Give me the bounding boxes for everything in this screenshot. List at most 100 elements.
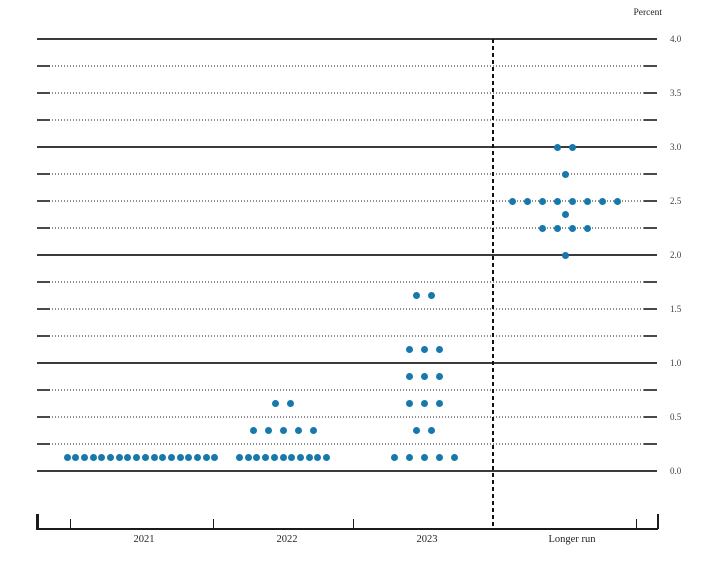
projection-dot [141, 454, 149, 461]
gridline-dotted [37, 92, 657, 94]
projection-dot [420, 373, 428, 380]
projection-dot [314, 454, 322, 461]
projection-dot [435, 454, 443, 461]
projection-dot [428, 427, 435, 434]
projection-dot [435, 400, 443, 407]
projection-dot [405, 400, 413, 407]
x-axis-tick [70, 519, 72, 528]
gridline-left-tick [37, 173, 50, 175]
projection-dot [296, 454, 304, 461]
gridline-left-tick [37, 389, 50, 391]
x-axis-left-endcap [36, 514, 39, 529]
gridline-left-tick [37, 281, 50, 283]
projection-dot [270, 454, 278, 461]
gridline-dotted [37, 65, 657, 67]
projection-dot [584, 197, 591, 205]
gridline-dotted [37, 335, 657, 337]
gridline-solid [37, 470, 657, 472]
gridline-dotted [37, 227, 657, 229]
x-axis-category-label: Longer run [548, 534, 596, 545]
gridline-right-tick [644, 443, 657, 445]
gridline-right-tick [644, 308, 657, 310]
projection-dot [264, 427, 272, 434]
projection-dot [288, 454, 296, 461]
gridline-right-tick [644, 335, 657, 337]
gridline-left-tick [37, 200, 50, 202]
projection-dot [176, 454, 184, 461]
y-axis-tick-label: 0.0 [670, 466, 682, 476]
x-axis-category-label: 2023 [416, 534, 438, 545]
projection-dot [569, 224, 576, 232]
projection-dot [98, 454, 106, 461]
projection-dot [539, 197, 546, 205]
gridline-dotted [37, 200, 657, 202]
projection-dot [554, 224, 561, 232]
projection-dot [554, 143, 561, 151]
gridline-left-tick [37, 92, 50, 94]
y-axis-tick-label: 0.5 [670, 412, 682, 422]
projection-dot [107, 454, 115, 461]
projection-dot [323, 454, 330, 461]
y-axis-tick-label: 1.5 [670, 304, 682, 314]
projection-dot [309, 427, 317, 434]
gridline-solid [37, 362, 657, 364]
projection-dot [569, 197, 576, 205]
projection-dot [150, 454, 158, 461]
projection-dot [124, 454, 132, 461]
x-axis-tick [213, 519, 215, 528]
gridline-solid [37, 254, 657, 256]
projection-dot [211, 454, 219, 461]
projection-dot [305, 454, 313, 461]
projection-dot [159, 454, 167, 461]
y-axis-tick-label: 3.5 [670, 88, 682, 98]
gridline-dotted [37, 416, 657, 418]
y-axis-tick-label: 1.0 [670, 358, 682, 368]
gridline-left-tick [37, 443, 50, 445]
projection-dot [614, 197, 621, 205]
gridline-solid [37, 38, 657, 40]
projection-dot [72, 454, 80, 461]
y-axis-tick-label: 2.0 [670, 250, 682, 260]
gridline-dotted [37, 119, 657, 121]
projection-dot [202, 454, 210, 461]
projection-dot [236, 454, 243, 461]
x-axis-right-endcap [657, 514, 659, 529]
y-axis-tick-label: 2.5 [670, 196, 682, 206]
projection-dot [89, 454, 97, 461]
projection-dot [390, 454, 398, 461]
gridline-dotted [37, 389, 657, 391]
x-axis [36, 528, 658, 530]
gridline-right-tick [644, 281, 657, 283]
projection-dot [435, 346, 443, 353]
projection-dot [561, 170, 569, 178]
x-axis-tick [636, 519, 638, 528]
projection-dot [539, 224, 546, 232]
gridline-left-tick [37, 416, 50, 418]
gridline-left-tick [37, 335, 50, 337]
projection-dot [405, 346, 413, 353]
projection-dot [420, 346, 428, 353]
x-axis-category-label: 2022 [276, 534, 298, 545]
projection-dot [524, 197, 531, 205]
projection-dot [569, 143, 576, 151]
x-axis-category-label: 2021 [133, 534, 155, 545]
gridline-dotted [37, 308, 657, 310]
projection-dot [249, 427, 257, 434]
projection-dot [420, 454, 428, 461]
longer-run-separator-line [492, 39, 494, 528]
y-axis-tick-label: 3.0 [670, 142, 682, 152]
x-axis-tick [353, 519, 355, 528]
projection-dot [80, 454, 88, 461]
gridline-dotted [37, 173, 657, 175]
projection-dot [185, 454, 193, 461]
projection-dot [294, 427, 302, 434]
projection-dot [554, 197, 561, 205]
gridline-right-tick [644, 389, 657, 391]
gridline-left-tick [37, 119, 50, 121]
projection-dot [405, 454, 413, 461]
gridline-right-tick [644, 416, 657, 418]
gridline-right-tick [644, 227, 657, 229]
gridline-left-tick [37, 227, 50, 229]
gridline-right-tick [644, 173, 657, 175]
projection-dot [435, 373, 443, 380]
